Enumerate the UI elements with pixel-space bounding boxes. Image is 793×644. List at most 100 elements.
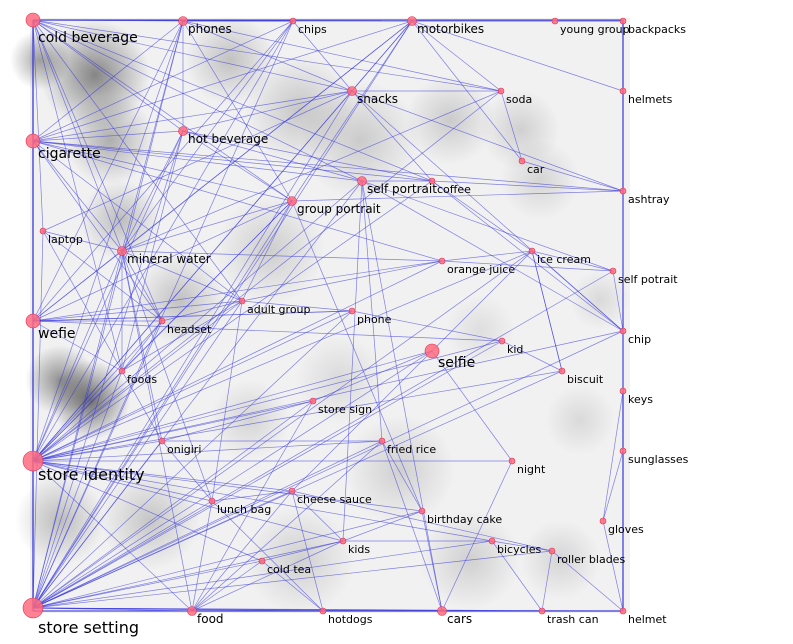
heatmap-blob: [300, 80, 420, 200]
node-headset: [158, 317, 166, 325]
node-label-selfie: selfie: [438, 355, 475, 371]
edge-soda-mineral-water: [121, 90, 502, 252]
edge-layer: [32, 19, 624, 612]
edge-onigiri-store-setting: [32, 440, 163, 609]
node-cigarette: [25, 133, 41, 149]
edge-cheese-sauce-food: [191, 490, 293, 612]
edge-self-potrait-chip: [612, 270, 624, 332]
node-food: [187, 606, 197, 616]
node-label-chips: chips: [298, 23, 327, 36]
heatmap-blob: [80, 180, 160, 260]
edge-phones-wefie: [32, 20, 184, 322]
node-self-portrait: [357, 176, 367, 186]
node-lunch-bag: [208, 497, 216, 505]
edge-laptop-foods: [42, 230, 123, 372]
node-store-sign: [309, 397, 317, 405]
edge-group-portrait-ashtray: [291, 190, 624, 202]
edge-orange-juice-adult-group: [241, 260, 443, 302]
node-trash-can: [538, 607, 546, 615]
edge-foods-onigiri: [121, 370, 163, 442]
edge-mineral-water-food: [121, 250, 193, 612]
edge-store-sign-store-identity: [32, 400, 314, 462]
edge-wefie-phone: [32, 310, 353, 322]
edge-mineral-water-wefie: [32, 250, 123, 322]
edge-store-sign-food: [191, 400, 314, 612]
edge-hot-beverage-self-portrait: [182, 130, 363, 182]
edge-cold-beverage-coffee: [32, 19, 433, 182]
edge-coffee-ashtray: [431, 180, 624, 192]
edge-store-identity-kids: [32, 460, 344, 542]
node-young-group: [551, 17, 559, 25]
node-laptop: [39, 227, 47, 235]
edge-bicycles-roller-blades: [491, 540, 553, 552]
node-label-adult-group: adult group: [247, 303, 311, 316]
edge-motorbikes-helmets: [411, 20, 624, 92]
node-label-onigiri: onigiri: [167, 443, 201, 456]
edge-phones-mineral-water: [121, 20, 184, 252]
edge-coffee-ice-cream: [431, 180, 533, 252]
heatmap-blob: [25, 345, 95, 415]
edge-selfie-store-identity: [32, 350, 433, 462]
node-layer: [22, 12, 627, 619]
node-mineral-water: [117, 246, 127, 256]
edge-lunch-bag-store-setting: [32, 500, 213, 609]
node-onigiri: [158, 437, 166, 445]
edge-phone-store-identity: [32, 310, 353, 462]
edge-store-sign-onigiri: [161, 400, 314, 442]
node-cold-tea: [258, 557, 266, 565]
edge-adult-group-foods: [121, 300, 243, 372]
edge-mineral-water-store-identity: [32, 250, 123, 462]
edge-cigarette-self-portrait: [32, 140, 363, 182]
edge-selfie-night: [431, 350, 513, 462]
node-label-cheese-sauce: cheese sauce: [297, 493, 372, 506]
node-roller-blades: [548, 547, 556, 555]
edge-foods-store-setting: [32, 370, 123, 609]
node-gloves: [599, 517, 607, 525]
edge-mineral-water-lunch-bag: [121, 250, 213, 502]
edge-store-identity-cheese-sauce: [32, 460, 293, 492]
edge-snacks-coffee: [351, 90, 433, 182]
edge-birthday-cake-store-setting: [32, 510, 423, 609]
node-store-identity: [22, 450, 44, 472]
edge-hot-beverage-group-portrait: [182, 130, 293, 202]
heatmap-blob: [545, 385, 615, 455]
edge-motorbikes-mineral-water: [121, 20, 413, 252]
edge-fried-rice-birthday-cake: [381, 440, 423, 512]
edge-cold-beverage-hot-beverage: [32, 19, 184, 132]
edge-cold-tea-hotdogs: [261, 560, 324, 612]
edge-cheese-sauce-hotdogs: [291, 490, 324, 612]
node-label-headset: headset: [167, 323, 212, 336]
edge-bicycles-store-setting: [32, 540, 493, 609]
node-hotdogs: [319, 607, 327, 615]
node-label-orange-juice: orange juice: [447, 263, 515, 276]
edge-birthday-cake-kids: [342, 510, 423, 542]
node-coffee: [428, 177, 436, 185]
node-label-car: car: [527, 163, 545, 176]
node-label-gloves: gloves: [608, 523, 644, 536]
edge-self-portrait-store-identity: [32, 180, 363, 462]
node-wefie: [25, 313, 41, 329]
edge-laptop-mineral-water: [42, 230, 123, 252]
edge-lunch-bag-hotdogs: [211, 500, 324, 612]
edge-store-identity-bicycles: [32, 460, 493, 542]
node-motorbikes: [407, 16, 417, 26]
node-label-food: food: [197, 612, 224, 626]
node-ice-cream: [528, 247, 536, 255]
edge-self-portrait-cars: [361, 180, 443, 612]
edge-night-cars: [441, 460, 513, 612]
node-cold-beverage: [25, 12, 41, 28]
node-adult-group: [238, 297, 246, 305]
edge-cold-beverage-snacks: [32, 19, 353, 92]
node-label-cars: cars: [447, 612, 472, 626]
edge-roller-blades-helmet: [551, 550, 624, 612]
node-label-self-potrait: self potrait: [618, 273, 678, 286]
node-selfie: [424, 343, 440, 359]
node-label-store-identity: store identity: [38, 465, 145, 484]
edge-phone-kid: [351, 310, 503, 342]
edge-selfie-store-sign: [312, 350, 433, 402]
node-chips: [289, 17, 297, 25]
edge-adult-group-wefie: [32, 300, 243, 322]
edge-self-portrait-chip: [361, 180, 624, 332]
edge-hot-beverage-store-identity: [32, 130, 184, 462]
edge-cheese-sauce-roller-blades: [291, 490, 553, 552]
